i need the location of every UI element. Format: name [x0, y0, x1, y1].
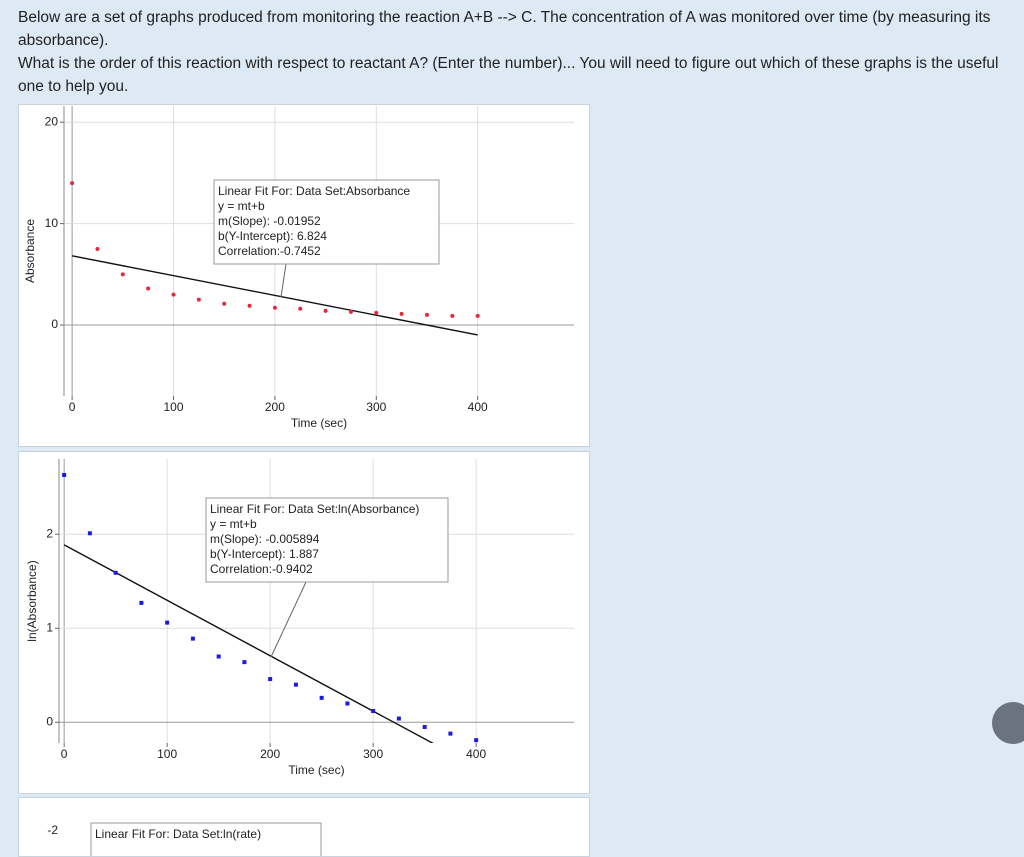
data-point — [196, 297, 201, 302]
fit-slope-label: m(Slope): — [218, 214, 273, 228]
x-tick-label: 400 — [466, 747, 486, 761]
data-point — [146, 286, 151, 291]
question-intro: Below are a set of graphs produced from … — [18, 9, 991, 49]
data-point — [70, 181, 75, 186]
fit-line-text: y = mt+b — [218, 199, 265, 213]
fit-box — [213, 179, 440, 265]
data-point — [319, 695, 324, 700]
fit-line-text: b(Y-Intercept): 6.824 — [218, 229, 327, 243]
fit-line-text: Correlation:-0.7452 — [218, 244, 321, 258]
x-tick-label: 100 — [157, 747, 177, 761]
fit-correlation: -0.7452 — [280, 244, 321, 258]
graph-panel: 0 100 200 300 400 0 10 20 Time (sec) Absorbance Li… — [18, 104, 590, 447]
leader-line — [270, 581, 307, 658]
data-point — [87, 531, 92, 536]
question: Below are a set of graphs produced from … — [18, 6, 1008, 98]
y-tick-label: 1 — [46, 620, 53, 634]
x-tick-label: 300 — [366, 400, 386, 414]
fit-correlation: -0.9402 — [272, 562, 313, 576]
data-point — [323, 308, 328, 313]
chart: -2 Linear Fit For: Data Set:ln(rate) — [47, 822, 322, 856]
data-point — [371, 709, 376, 714]
data-point — [222, 301, 227, 306]
y-tick-label: 2 — [46, 526, 53, 540]
x-tick-label: 200 — [265, 400, 285, 414]
y-tick-label: 0 — [51, 317, 58, 331]
data-point — [345, 701, 350, 706]
fit-line-text: m(Slope): -0.005894 — [210, 532, 320, 546]
fit-line-text: Correlation:-0.9402 — [210, 562, 313, 576]
data-point — [450, 313, 455, 318]
fit-equation: y = mt+b — [218, 199, 265, 213]
data-point — [424, 312, 429, 317]
fit-intercept: 6.824 — [297, 229, 327, 243]
data-point — [399, 311, 404, 316]
x-tick-label: 100 — [163, 400, 183, 414]
x-tick-label: 400 — [468, 400, 488, 414]
chart: 0 100 200 300 400 0 10 20 Time (sec) Absorbance Li… — [23, 106, 574, 430]
data-point — [190, 636, 195, 641]
fit-slope-label: m(Slope): — [210, 532, 265, 546]
fit-title: Linear Fit For: Data Set:ln(rate) — [95, 827, 261, 841]
y-axis-label: Absorbance — [23, 219, 37, 283]
x-tick-label: 0 — [69, 400, 76, 414]
data-point — [171, 292, 176, 297]
fit-group — [71, 255, 478, 336]
data-point — [474, 738, 479, 743]
fit-line-text: b(Y-Intercept): 1.887 — [210, 547, 319, 561]
data-point — [139, 600, 144, 605]
fit-line — [71, 255, 478, 336]
scroll-button[interactable] — [992, 702, 1024, 744]
fit-line-text: y = mt+b — [210, 517, 257, 531]
graph-panel: 0 100 200 300 400 0 1 2 Time (sec) ln(Absorbance)… — [18, 451, 590, 794]
data-point — [113, 570, 118, 575]
data-point — [216, 654, 221, 659]
fit-title: Linear Fit For: Data Set:Absorbance — [218, 184, 410, 198]
y-tick-label: 20 — [45, 114, 59, 128]
x-tick-label: 200 — [260, 747, 280, 761]
fit-title: Linear Fit For: Data Set:ln(Absorbance) — [210, 502, 419, 516]
data-point — [293, 682, 298, 687]
graph-panel: -2 Linear Fit For: Data Set:ln(rate) — [18, 797, 590, 857]
x-tick-label: 300 — [363, 747, 383, 761]
data-point — [422, 725, 427, 730]
data-point — [120, 272, 125, 277]
fit-intercept: 1.887 — [289, 547, 319, 561]
fit-intercept-label: b(Y-Intercept): — [218, 229, 297, 243]
fit-intercept-label: b(Y-Intercept): — [210, 547, 289, 561]
data-point — [272, 305, 277, 310]
x-axis-label: Time (sec) — [288, 763, 344, 777]
y-tick-label: 0 — [46, 714, 53, 728]
fit-slope: -0.005894 — [265, 532, 319, 546]
data-point — [475, 313, 480, 318]
data-point — [396, 716, 401, 721]
y-tick-label: -2 — [47, 823, 58, 837]
leader-line — [280, 263, 287, 298]
fit-equation: y = mt+b — [210, 517, 257, 531]
data-point — [165, 620, 170, 625]
data-point — [95, 246, 100, 251]
fit-line-text: m(Slope): -0.01952 — [218, 214, 321, 228]
data-point — [348, 309, 353, 314]
fit-box — [205, 497, 449, 583]
data-point — [374, 310, 379, 315]
fit-slope: -0.01952 — [273, 214, 321, 228]
data-point — [448, 731, 453, 736]
y-axis-label: ln(Absorbance) — [25, 560, 39, 641]
data-point — [242, 660, 247, 665]
fit-group — [63, 544, 434, 743]
fit-line — [63, 544, 434, 743]
chart: 0 100 200 300 400 0 1 2 Time (sec) ln(Absorbance)… — [25, 459, 574, 777]
x-tick-label: 0 — [61, 747, 68, 761]
question-ask: What is the order of this reaction with … — [18, 55, 999, 95]
fit-correlation-label: Correlation: — [218, 244, 280, 258]
x-axis-label: Time (sec) — [291, 416, 347, 430]
fit-correlation-label: Correlation: — [210, 562, 272, 576]
data-point — [298, 306, 303, 311]
data-point — [62, 472, 67, 477]
y-tick-label: 10 — [45, 216, 59, 230]
data-point — [268, 677, 273, 682]
data-point — [247, 303, 252, 308]
